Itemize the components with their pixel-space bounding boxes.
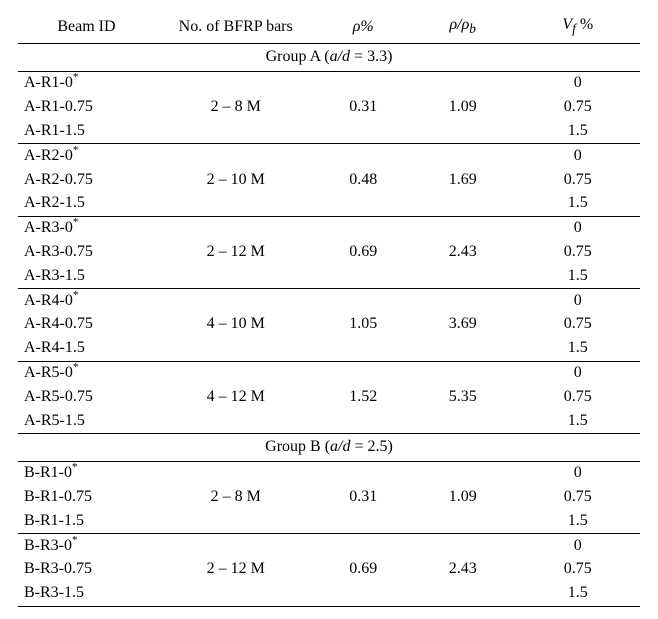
rho-ratio-cell: 2.43	[410, 534, 516, 606]
vf-cell: 1.5	[516, 509, 640, 533]
table-body: Group A (a/d = 3.3)A-R1-0*2 – 8 M0.311.0…	[18, 44, 640, 606]
beam-id-cell: B-R3-0*	[18, 534, 155, 558]
vf-cell: 0.75	[516, 385, 640, 409]
rho-ratio-cell: 1.69	[410, 144, 516, 216]
table-row: A-R4-0*4 – 10 M1.053.690	[18, 289, 640, 313]
beam-id-cell: B-R3-1.5	[18, 582, 155, 606]
beam-id-cell: A-R2-0*	[18, 144, 155, 168]
beam-id-cell: A-R5-0.75	[18, 385, 155, 409]
bars-cell: 2 – 10 M	[155, 144, 317, 216]
beam-id-cell: B-R1-0*	[18, 461, 155, 485]
rho-cell: 0.69	[317, 534, 410, 606]
beam-id-cell: A-R3-0*	[18, 216, 155, 240]
beam-table: Beam ID No. of BFRP bars ρ% ρ/ρb Vf % Gr…	[18, 12, 640, 607]
beam-id-cell: A-R4-0*	[18, 289, 155, 313]
beam-id-cell: B-R1-1.5	[18, 509, 155, 533]
vf-cell: 0	[516, 216, 640, 240]
vf-cell: 0	[516, 71, 640, 95]
vf-post: %	[576, 16, 593, 33]
table-row: A-R5-0*4 – 12 M1.525.350	[18, 361, 640, 385]
col-no-bars: No. of BFRP bars	[155, 12, 317, 44]
beam-id-cell: A-R1-1.5	[18, 120, 155, 144]
group-header: Group B (a/d = 2.5)	[18, 433, 640, 461]
vf-cell: 1.5	[516, 120, 640, 144]
vf-cell: 1.5	[516, 409, 640, 433]
rho-ratio-cell: 3.69	[410, 289, 516, 361]
rho-ratio-pre: ρ/ρ	[449, 16, 469, 33]
bars-cell: 2 – 8 M	[155, 71, 317, 143]
beam-id-cell: A-R5-0*	[18, 361, 155, 385]
bars-cell: 4 – 10 M	[155, 289, 317, 361]
col-rho-ratio: ρ/ρb	[410, 12, 516, 44]
rho-ratio-sub: b	[469, 21, 476, 36]
vf-cell: 0.75	[516, 168, 640, 192]
col-vf: Vf %	[516, 12, 640, 44]
col-beam-id: Beam ID	[18, 12, 155, 44]
beam-id-cell: A-R2-1.5	[18, 192, 155, 216]
vf-cell: 0.75	[516, 313, 640, 337]
table-row: B-R3-0*2 – 12 M0.692.430	[18, 534, 640, 558]
vf-cell: 0	[516, 144, 640, 168]
table-row: A-R1-0*2 – 8 M0.311.090	[18, 71, 640, 95]
vf-cell: 1.5	[516, 192, 640, 216]
header-row: Beam ID No. of BFRP bars ρ% ρ/ρb Vf %	[18, 12, 640, 44]
beam-id-cell: A-R2-0.75	[18, 168, 155, 192]
beam-id-cell: A-R1-0*	[18, 71, 155, 95]
vf-cell: 0	[516, 361, 640, 385]
vf-cell: 0	[516, 461, 640, 485]
bars-cell: 4 – 12 M	[155, 361, 317, 433]
col-rho: ρ%	[317, 12, 410, 44]
rho-cell: 0.69	[317, 216, 410, 288]
group-header: Group A (a/d = 3.3)	[18, 44, 640, 72]
vf-cell: 0	[516, 289, 640, 313]
rho-cell: 0.31	[317, 461, 410, 533]
group-header-cell: Group B (a/d = 2.5)	[18, 433, 640, 461]
rho-cell: 0.31	[317, 71, 410, 143]
beam-id-cell: A-R5-1.5	[18, 409, 155, 433]
rho-ratio-cell: 1.09	[410, 71, 516, 143]
beam-id-cell: A-R3-0.75	[18, 241, 155, 265]
vf-cell: 0.75	[516, 241, 640, 265]
rho-ratio-cell: 2.43	[410, 216, 516, 288]
rho-ratio-cell: 1.09	[410, 461, 516, 533]
table-row: A-R3-0*2 – 12 M0.692.430	[18, 216, 640, 240]
rho-cell: 0.48	[317, 144, 410, 216]
vf-cell: 1.5	[516, 582, 640, 606]
rho-ratio-cell: 5.35	[410, 361, 516, 433]
vf-cell: 0.75	[516, 558, 640, 582]
vf-cell: 1.5	[516, 337, 640, 361]
vf-pre: V	[562, 16, 572, 33]
beam-id-cell: B-R3-0.75	[18, 558, 155, 582]
beam-id-cell: A-R4-1.5	[18, 337, 155, 361]
rho-cell: 1.52	[317, 361, 410, 433]
bars-cell: 2 – 12 M	[155, 216, 317, 288]
table-row: B-R1-0*2 – 8 M0.311.090	[18, 461, 640, 485]
beam-id-cell: A-R4-0.75	[18, 313, 155, 337]
beam-id-cell: A-R1-0.75	[18, 96, 155, 120]
rho-cell: 1.05	[317, 289, 410, 361]
group-header-cell: Group A (a/d = 3.3)	[18, 44, 640, 72]
bars-cell: 2 – 12 M	[155, 534, 317, 606]
bars-cell: 2 – 8 M	[155, 461, 317, 533]
vf-cell: 0	[516, 534, 640, 558]
rho-symbol: ρ%	[353, 18, 374, 35]
beam-id-cell: B-R1-0.75	[18, 486, 155, 510]
vf-cell: 1.5	[516, 264, 640, 288]
beam-id-cell: A-R3-1.5	[18, 264, 155, 288]
vf-cell: 0.75	[516, 486, 640, 510]
table-row: A-R2-0*2 – 10 M0.481.690	[18, 144, 640, 168]
vf-cell: 0.75	[516, 96, 640, 120]
